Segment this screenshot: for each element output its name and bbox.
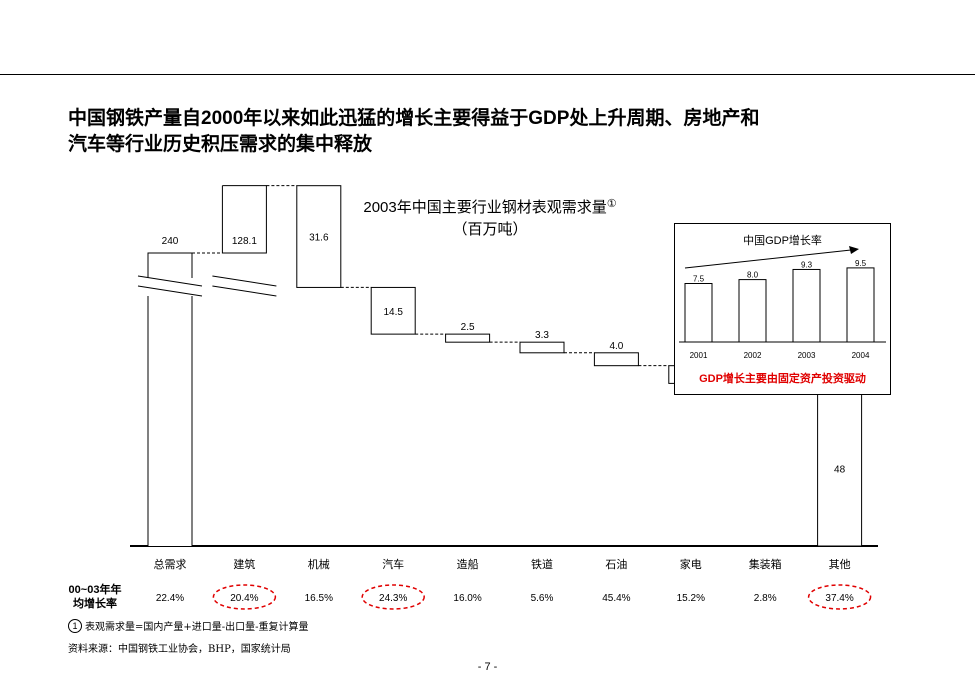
headline-line-1: 中国钢铁产量自2000年以来如此迅猛的增长主要得益于GDP处上升周期、房地产和 xyxy=(68,108,760,129)
chart-title-footnote-marker: ① xyxy=(606,198,617,210)
growth-rate-label: 00~03年年 均增长率 xyxy=(64,583,126,611)
value-label-建筑: 128.1 xyxy=(232,236,257,247)
headline: 中国钢铁产量自2000年以来如此迅猛的增长主要得益于GDP处上升周期、房地产和 … xyxy=(68,106,928,158)
category-label-总需求: 总需求 xyxy=(154,557,187,571)
value-label-石油: 4.0 xyxy=(609,341,623,352)
value-label-机械: 31.6 xyxy=(309,233,329,244)
axis-break-mask-建筑 xyxy=(216,278,273,296)
gdp-year-label-2001: 2001 xyxy=(690,351,708,360)
source-note: 资料来源：中国钢铁工业协会，BHP，国家统计局 xyxy=(68,644,291,655)
axis-break-mask-总需求 xyxy=(142,278,198,296)
growth-rate-铁道: 5.6% xyxy=(531,593,554,604)
gdp-value-label-2003: 9.3 xyxy=(801,260,813,269)
gdp-bar-2003 xyxy=(792,268,821,343)
chart-title: 2003年中国主要行业钢材表观需求量① xyxy=(300,196,680,217)
gdp-value-label-2004: 9.5 xyxy=(855,259,867,268)
gdp-inset-title: 中国GDP增长率 xyxy=(743,235,822,247)
gdp-bar-2004 xyxy=(846,267,875,343)
bar-总需求 xyxy=(147,252,193,546)
value-label-铁道: 3.3 xyxy=(535,330,549,341)
category-label-石油: 石油 xyxy=(605,557,627,571)
value-label-汽车: 14.5 xyxy=(383,307,403,318)
growth-rate-label-line-1: 00~03年年 xyxy=(68,584,122,596)
growth-rate-其他: 37.4% xyxy=(825,593,853,604)
footnote: 1 表观需求量=国内产量+进口量-出口量-重复计算量 xyxy=(68,618,309,633)
category-label-其他: 其他 xyxy=(829,558,851,571)
bar-石油 xyxy=(593,352,639,367)
growth-rate-总需求: 22.4% xyxy=(156,593,184,604)
category-label-建筑: 建筑 xyxy=(233,557,255,571)
gdp-bar-2002 xyxy=(738,279,767,343)
gdp-inset-chart: 中国GDP增长率 7.5 2001 8.0 2002 9.3 2003 9.5 2004 GD… xyxy=(674,223,891,395)
category-label-汽车: 汽车 xyxy=(382,557,404,571)
chart-unit: （百万吨） xyxy=(452,221,528,238)
gdp-bar-2001 xyxy=(684,283,713,343)
growth-rate-机械: 16.5% xyxy=(305,593,333,604)
gdp-year-label-2004: 2004 xyxy=(852,351,870,360)
footnote-marker: 1 xyxy=(68,618,82,633)
page-number: - 7 - xyxy=(477,661,498,673)
top-divider xyxy=(0,74,975,75)
chart-title-text: 2003年中国主要行业钢材表观需求量 xyxy=(363,199,607,216)
value-label-造船: 2.5 xyxy=(461,322,475,333)
bar-汽车 xyxy=(370,286,416,335)
bar-造船 xyxy=(445,333,491,343)
highlight-ring-汽车 xyxy=(361,584,425,610)
footnote-text: 表观需求量=国内产量+进口量-出口量-重复计算量 xyxy=(85,622,309,633)
growth-rate-label-line-2: 均增长率 xyxy=(73,598,117,610)
gdp-trend-arrow-head xyxy=(849,246,859,254)
axis-break-line-lower-建筑 xyxy=(212,285,277,297)
category-label-铁道: 铁道 xyxy=(531,557,553,571)
axis-break-line-lower-总需求 xyxy=(137,285,203,297)
bar-铁道 xyxy=(519,341,565,354)
gdp-value-label-2001: 7.5 xyxy=(693,275,705,284)
gdp-value-label-2002: 8.0 xyxy=(747,271,759,280)
category-label-机械: 机械 xyxy=(308,557,330,571)
gdp-inset-plot: 7.5 2001 8.0 2002 9.3 2003 9.5 2004 xyxy=(679,246,886,360)
growth-rate-家电: 15.2% xyxy=(677,593,705,604)
axis-break-line-upper-建筑 xyxy=(212,275,277,287)
growth-rate-建筑: 20.4% xyxy=(230,593,258,604)
category-label-家电: 家电 xyxy=(680,557,702,571)
gdp-year-label-2002: 2002 xyxy=(744,351,762,360)
growth-rate-造船: 16.0% xyxy=(453,593,481,604)
axis-break-line-upper-总需求 xyxy=(137,275,203,287)
gdp-inset-note: GDP增长主要由固定资产投资驱动 xyxy=(699,373,866,385)
highlight-ring-其他 xyxy=(807,584,872,610)
bar-建筑 xyxy=(221,185,267,254)
highlight-ring-建筑 xyxy=(212,584,277,610)
headline-line-2: 汽车等行业历史积压需求的集中释放 xyxy=(68,134,373,155)
growth-rate-集装箱: 2.8% xyxy=(754,593,777,604)
category-label-集装箱: 集装箱 xyxy=(749,557,782,571)
gdp-trend-arrow-line xyxy=(684,249,852,269)
gdp-year-label-2003: 2003 xyxy=(798,351,816,360)
growth-rate-汽车: 24.3% xyxy=(379,593,407,604)
category-label-造船: 造船 xyxy=(457,557,479,571)
value-label-总需求: 240 xyxy=(162,236,179,247)
growth-rate-石油: 45.4% xyxy=(602,593,630,604)
value-label-其他: 48 xyxy=(834,465,846,476)
bar-机械 xyxy=(296,185,342,288)
